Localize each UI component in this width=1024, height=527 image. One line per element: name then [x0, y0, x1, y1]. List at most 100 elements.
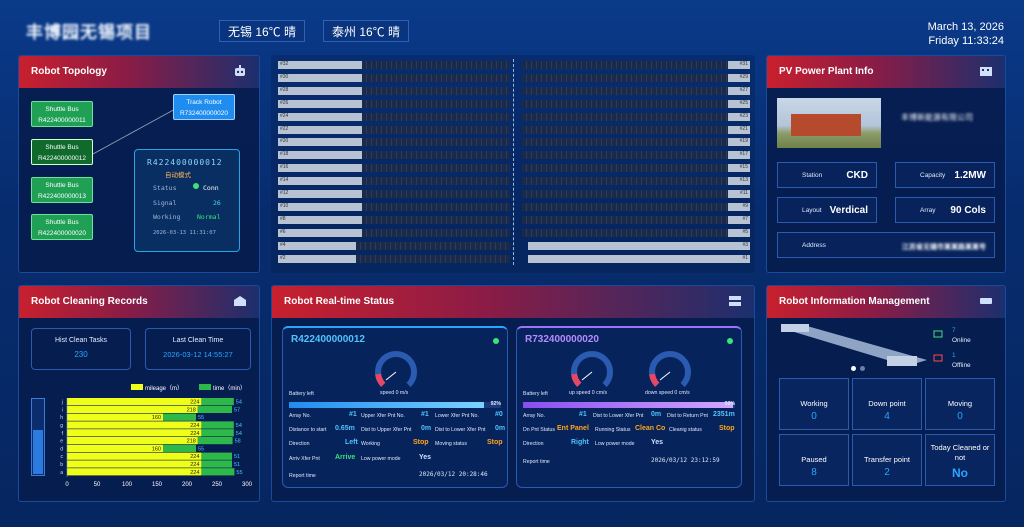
online-count: 7: [952, 327, 956, 334]
stat-transfer-point[interactable]: Transfer point 2: [852, 434, 922, 486]
robot-2-up-speed: up speed 0 cm/s: [569, 390, 608, 396]
row-label-right: #25: [739, 99, 748, 106]
robot-icon: [235, 65, 245, 76]
row-label-left: #2: [280, 254, 286, 261]
track-robot-node[interactable]: Track Robot R732400000020: [173, 94, 235, 120]
robot-1-battery-fill: [289, 402, 485, 408]
bar-mileage: [67, 468, 202, 476]
bar-time-label: 54: [236, 431, 242, 437]
stat-paused-label: Paused: [801, 455, 827, 464]
layout-value: Verdical: [829, 205, 868, 216]
bar-time: [163, 444, 196, 452]
topology-node-2[interactable]: Shuttle Bus R422400000012: [31, 139, 93, 165]
robot-card-2[interactable]: R732400000020 up speed 0 cm/s down speed…: [516, 326, 742, 488]
realtime-title: Robot Real-time Status: [284, 296, 395, 307]
array-row[interactable]: #8 #7: [278, 215, 750, 224]
stat-working[interactable]: Working 0: [779, 378, 849, 430]
bar-time-label: 55: [236, 470, 242, 476]
popup-status-value: Conn: [203, 184, 219, 192]
category-label: b: [60, 462, 63, 468]
category-label: g: [60, 423, 63, 429]
row-label-left: #26: [280, 99, 289, 106]
array-row[interactable]: #2 #1: [278, 254, 750, 263]
array-row[interactable]: #26 #25: [278, 99, 750, 108]
legend-mileage-swatch: [131, 384, 143, 390]
stat-down-point[interactable]: Down point 4: [852, 378, 922, 430]
robot-card-1[interactable]: R422400000012 speed 0 m/s Battery left 9…: [282, 326, 508, 488]
array-row[interactable]: #10 #9: [278, 202, 750, 211]
robot-1-rt-value: 2026/03/12 20:28:46: [419, 471, 488, 478]
cleaning-title: Robot Cleaning Records: [31, 296, 148, 307]
row-label-left: #30: [280, 73, 289, 80]
robot-2-id: R732400000020: [525, 334, 599, 345]
x-tick-label: 300: [242, 482, 253, 488]
bar-time-label: 57: [234, 407, 240, 413]
row-label-left: #8: [280, 215, 286, 222]
offline-icon: [933, 354, 943, 362]
array-row[interactable]: #30 #29: [278, 73, 750, 82]
array-row[interactable]: #4 #3: [278, 241, 750, 250]
array-row[interactable]: #32 #31: [278, 61, 750, 69]
array-row[interactable]: #28 #27: [278, 86, 750, 95]
legend-time-swatch: [199, 384, 211, 390]
bar-time: [163, 413, 196, 421]
robot-1-mov-value: Stop: [487, 439, 503, 446]
row-label-left: #20: [280, 138, 289, 145]
array-row[interactable]: #20 #19: [278, 138, 750, 147]
robot-1-dir-value: Left: [345, 439, 358, 446]
bar-mileage: [67, 421, 202, 429]
array-row[interactable]: #14 #13: [278, 177, 750, 186]
array-row[interactable]: #6 #5: [278, 228, 750, 237]
robot-2-down-gauge: [649, 351, 691, 393]
topology-node-1[interactable]: Shuttle Bus R422400000011: [31, 101, 93, 127]
row-label-left: #28: [280, 86, 289, 93]
stat-paused[interactable]: Paused 8: [779, 434, 849, 486]
station-icon: [234, 296, 246, 306]
row-label-left: #22: [280, 125, 289, 132]
array-row[interactable]: #22 #21: [278, 125, 750, 134]
robot-2-array-label: Array No.: [523, 413, 545, 419]
hist-tasks-label: Hist Clean Tasks: [54, 337, 107, 344]
robot-1-speed: speed 0 m/s: [380, 390, 409, 396]
stat-today-cleaned[interactable]: Today Cleaned or not No: [925, 434, 995, 486]
carousel-dot-2[interactable]: [860, 366, 865, 371]
array-row[interactable]: #24 #23: [278, 112, 750, 121]
topology-node-4[interactable]: Shuttle Bus R422400000020: [31, 214, 93, 240]
bar-mileage-label: 218: [187, 407, 196, 413]
bar-mileage: [67, 460, 202, 468]
carousel-dot-1[interactable]: [851, 366, 856, 371]
robot-1-dl-value: 0m: [495, 425, 506, 432]
topology-node-3[interactable]: Shuttle Bus R422400000013: [31, 177, 93, 203]
hist-tasks-card: Hist Clean Tasks 230: [31, 328, 131, 370]
time: Friday 11:33:24: [928, 35, 1004, 47]
pv-header: PV Power Plant Info: [767, 56, 1005, 88]
stat-today-label: Today Cleaned or not: [930, 443, 990, 462]
robot-1-battery-label: Battery left: [289, 391, 314, 397]
stat-paused-value: 8: [811, 467, 817, 478]
row-label-right: #11: [740, 190, 748, 196]
robot-1-low-label: Lower Xfer Pnt No.: [435, 413, 479, 419]
robot-1-battery-bar: [289, 402, 501, 408]
robot-2-run-value: Clean Co: [635, 425, 666, 432]
robot-2-array-value: #1: [579, 411, 587, 418]
array-row[interactable]: #18 #17: [278, 151, 750, 160]
robot-2-dn-value: Ent Panel: [557, 425, 589, 432]
stat-down-label: Down point: [868, 399, 906, 408]
robot-2-dl-value: 0m: [651, 411, 662, 418]
row-label-left: #24: [280, 112, 289, 119]
robot-1-up-label: Upper Xfer Pnt No.: [361, 413, 405, 419]
array-row[interactable]: #12 #11: [278, 190, 750, 198]
row-label-right: #21: [739, 125, 748, 132]
stat-moving[interactable]: Moving 0: [925, 378, 995, 430]
bar-time: [197, 405, 232, 413]
robot-1-arr-label: Arriv Xfer Pnt: [289, 456, 320, 462]
robot-1-dist-label: Distance to start: [289, 427, 327, 433]
row-label-right: #15: [739, 164, 748, 171]
row-label-right: #9: [742, 202, 748, 209]
station-info: Station CKD: [777, 162, 877, 188]
robot-1-dir-label: Direction: [289, 441, 310, 447]
cleaning-chart: mileage（m） time（min） 224 54 j 218 57 i 160 55 h 224…: [60, 384, 253, 488]
array-row[interactable]: #16 #15: [278, 164, 750, 173]
bar-mileage: [67, 405, 198, 413]
bar-mileage: [67, 444, 163, 452]
